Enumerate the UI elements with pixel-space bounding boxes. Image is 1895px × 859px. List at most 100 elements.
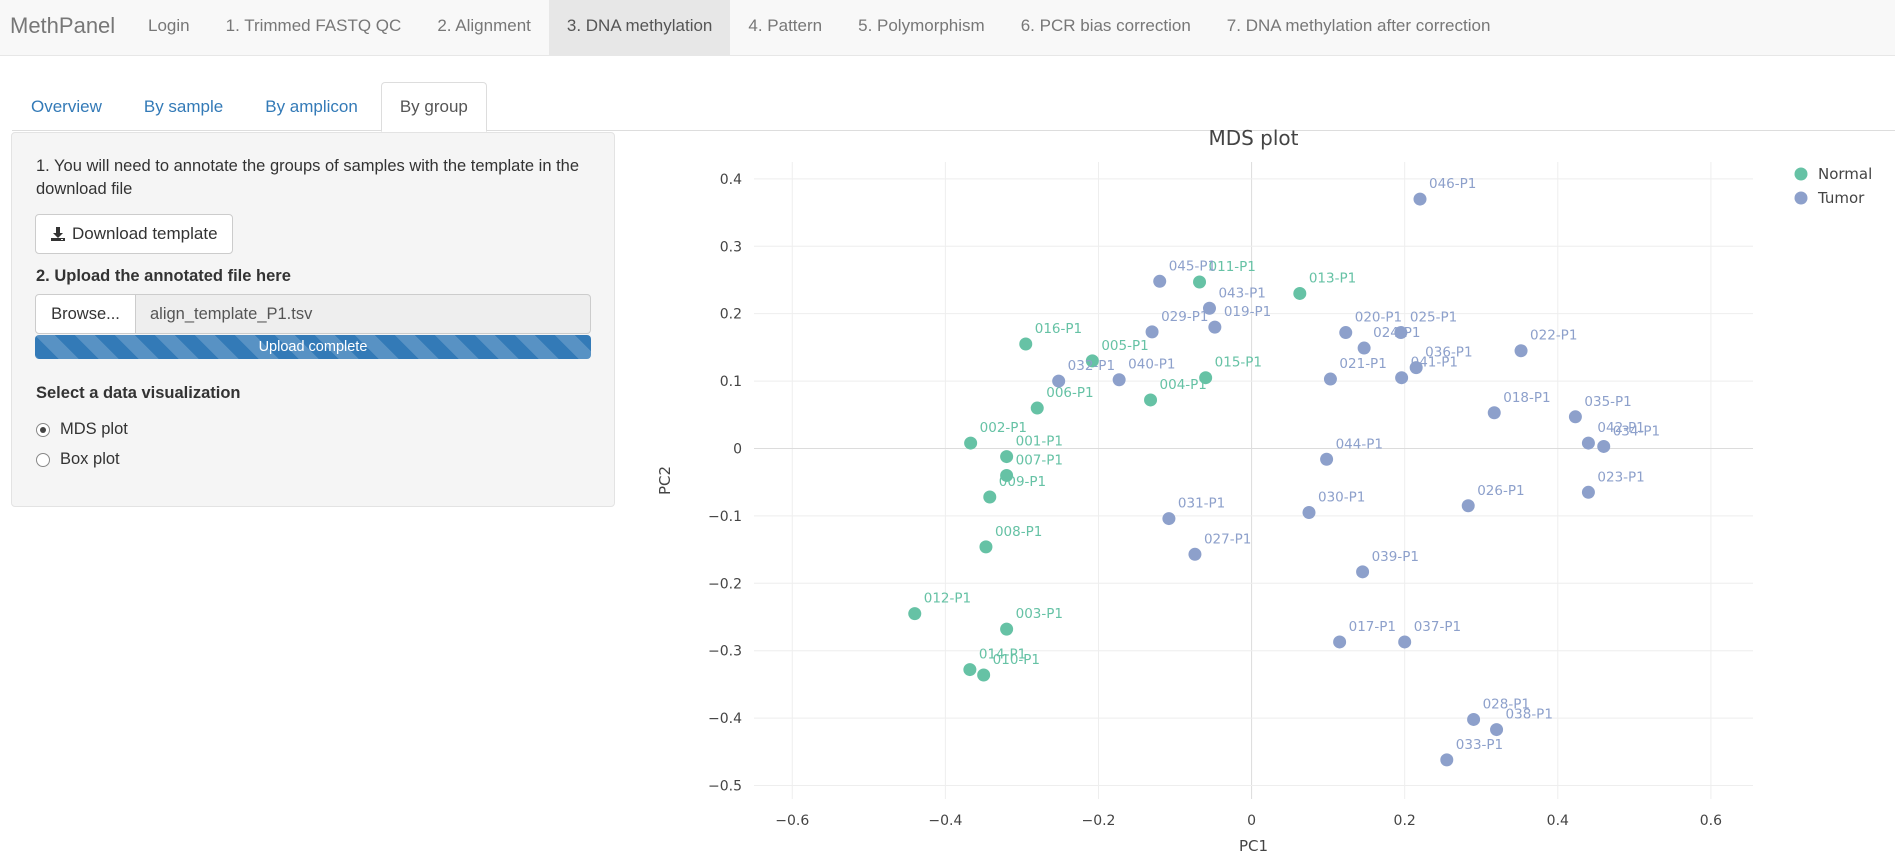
- data-point-032-P1[interactable]: [1052, 374, 1066, 388]
- data-point-016-P1[interactable]: [1019, 337, 1033, 351]
- data-label-018-P1: 018-P1: [1503, 390, 1550, 406]
- legend-marker-tumor[interactable]: [1794, 191, 1808, 205]
- nav-item-6[interactable]: 6. PCR bias correction: [1020, 16, 1191, 35]
- file-name-field[interactable]: align_template_P1.tsv: [136, 294, 591, 334]
- data-point-018-P1[interactable]: [1487, 406, 1501, 420]
- download-icon: [50, 226, 66, 242]
- x-tick-label: 0.4: [1547, 813, 1569, 829]
- y-tick-label: −0.3: [708, 644, 742, 660]
- nav-menu: Login 1. Trimmed FASTQ QC 2. Alignment 3. D…: [130, 0, 1508, 56]
- data-point-027-P1[interactable]: [1188, 547, 1202, 561]
- nav-item-4[interactable]: 4. Pattern: [748, 16, 823, 35]
- app-brand[interactable]: MethPanel: [10, 13, 116, 38]
- step1-instructions: 1. You will need to annotate the groups …: [36, 157, 580, 198]
- chart-title: MDS plot: [1208, 126, 1298, 150]
- data-point-039-P1[interactable]: [1356, 565, 1370, 579]
- data-point-025-P1[interactable]: [1394, 326, 1408, 340]
- data-point-041-P1[interactable]: [1395, 371, 1409, 385]
- nav-item-1[interactable]: 1. Trimmed FASTQ QC: [225, 16, 402, 35]
- data-point-009-P1[interactable]: [983, 490, 997, 504]
- mds-plot[interactable]: −0.6 −0.4 −0.2 0 0.2 0.4 0.6 −0.5 −0.4 −0.3 −0.2 −0…: [640, 126, 1895, 859]
- data-point-028-P1[interactable]: [1467, 712, 1481, 726]
- data-point-011-P1[interactable]: [1193, 275, 1207, 289]
- radio-button[interactable]: [36, 452, 50, 467]
- data-point-003-P1[interactable]: [1000, 622, 1014, 636]
- data-point-013-P1[interactable]: [1293, 286, 1307, 300]
- x-tick-label: 0: [1247, 813, 1256, 829]
- nav-item-7[interactable]: 7. DNA methylation after correction: [1226, 16, 1491, 35]
- data-label-002-P1: 002-P1: [980, 420, 1027, 436]
- data-point-021-P1[interactable]: [1323, 372, 1337, 386]
- data-point-044-P1[interactable]: [1320, 452, 1334, 466]
- data-point-029-P1[interactable]: [1145, 325, 1159, 339]
- nav-item-3[interactable]: 3. DNA methylation: [548, 0, 731, 56]
- data-label-045-P1: 045-P1: [1169, 258, 1216, 274]
- data-label-029-P1: 029-P1: [1161, 309, 1208, 325]
- data-point-046-P1[interactable]: [1413, 192, 1427, 206]
- data-point-034-P1[interactable]: [1597, 439, 1611, 453]
- browse-button[interactable]: Browse...: [35, 294, 136, 334]
- data-point-035-P1[interactable]: [1568, 410, 1582, 424]
- viz-option-label: Box plot: [60, 450, 120, 468]
- data-point-014-P1[interactable]: [963, 663, 977, 677]
- data-point-010-P1[interactable]: [977, 668, 991, 682]
- data-point-017-P1[interactable]: [1333, 635, 1347, 649]
- data-label-037-P1: 037-P1: [1414, 619, 1461, 635]
- data-point-038-P1[interactable]: [1490, 723, 1504, 737]
- data-label-031-P1: 031-P1: [1178, 496, 1225, 512]
- data-label-033-P1: 033-P1: [1456, 737, 1503, 753]
- data-label-034-P1: 034-P1: [1613, 423, 1660, 439]
- data-point-002-P1[interactable]: [964, 436, 978, 450]
- radio-button[interactable]: [36, 422, 50, 437]
- tab-by-sample[interactable]: By sample: [143, 97, 224, 116]
- data-point-023-P1[interactable]: [1581, 485, 1595, 499]
- data-point-022-P1[interactable]: [1514, 344, 1528, 358]
- data-point-019-P1[interactable]: [1208, 320, 1222, 334]
- data-point-043-P1[interactable]: [1202, 301, 1216, 315]
- legend-marker-normal[interactable]: [1794, 167, 1808, 181]
- data-point-033-P1[interactable]: [1440, 753, 1454, 767]
- data-point-005-P1[interactable]: [1085, 354, 1099, 368]
- legend-label-tumor: Tumor: [1817, 189, 1865, 207]
- data-label-021-P1: 021-P1: [1339, 356, 1386, 372]
- data-label-015-P1: 015-P1: [1215, 355, 1262, 371]
- data-point-024-P1[interactable]: [1357, 341, 1371, 355]
- data-label-013-P1: 013-P1: [1309, 270, 1356, 286]
- data-point-008-P1[interactable]: [979, 540, 993, 554]
- tab-overview[interactable]: Overview: [31, 97, 102, 116]
- data-point-045-P1[interactable]: [1153, 274, 1167, 288]
- data-label-038-P1: 038-P1: [1506, 707, 1553, 723]
- data-point-030-P1[interactable]: [1302, 506, 1316, 520]
- data-point-007-P1[interactable]: [1000, 468, 1014, 482]
- data-label-001-P1: 001-P1: [1016, 434, 1063, 450]
- data-point-040-P1[interactable]: [1112, 373, 1126, 387]
- data-point-012-P1[interactable]: [908, 607, 922, 621]
- viz-option-mds-plot[interactable]: MDS plot: [36, 420, 128, 439]
- data-point-037-P1[interactable]: [1398, 635, 1412, 649]
- nav-item-0[interactable]: Login: [148, 16, 190, 35]
- x-tick-label: 0.2: [1394, 813, 1416, 829]
- viz-option-box-plot[interactable]: Box plot: [36, 450, 120, 469]
- data-point-036-P1[interactable]: [1409, 361, 1423, 375]
- tab-by-amplicon[interactable]: By amplicon: [265, 97, 358, 116]
- data-point-015-P1[interactable]: [1199, 371, 1213, 385]
- data-point-004-P1[interactable]: [1144, 393, 1158, 407]
- data-point-020-P1[interactable]: [1339, 326, 1353, 340]
- y-axis-label: PC2: [656, 466, 674, 495]
- data-point-031-P1[interactable]: [1162, 512, 1176, 526]
- data-point-026-P1[interactable]: [1461, 499, 1475, 513]
- nav-item-5[interactable]: 5. Polymorphism: [858, 16, 985, 35]
- x-tick-label: 0.6: [1700, 813, 1722, 829]
- data-label-012-P1: 012-P1: [924, 591, 971, 607]
- download-template-button[interactable]: Download template: [35, 214, 233, 254]
- y-tick-label: −0.4: [708, 711, 742, 727]
- nav-item-2[interactable]: 2. Alignment: [437, 16, 531, 35]
- x-tick-label: −0.4: [928, 813, 962, 829]
- data-label-030-P1: 030-P1: [1318, 490, 1365, 506]
- data-label-009-P1: 009-P1: [999, 474, 1046, 490]
- data-point-001-P1[interactable]: [1000, 450, 1014, 464]
- tab-by-group[interactable]: By group: [380, 82, 487, 132]
- data-point-042-P1[interactable]: [1581, 436, 1595, 450]
- data-point-006-P1[interactable]: [1030, 401, 1044, 415]
- y-tick-label: 0.3: [720, 239, 742, 255]
